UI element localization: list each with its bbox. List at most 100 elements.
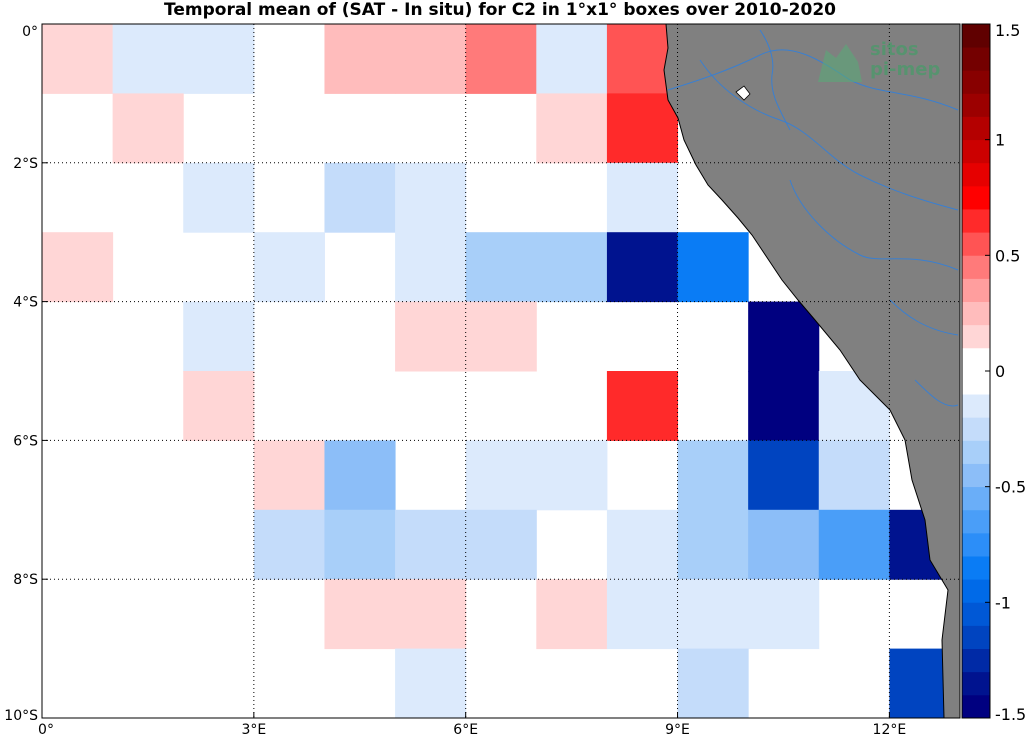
heatmap-cell [324, 162, 396, 233]
heatmap-cell [183, 162, 255, 233]
river [914, 379, 959, 407]
plot-frame [41, 23, 961, 719]
logo-icon [818, 44, 862, 82]
heatmap-cell [253, 509, 325, 580]
colorbar-segment [962, 116, 990, 141]
heatmap-cell [536, 24, 608, 94]
colorbar-segment [962, 255, 990, 279]
colorbar-segment [962, 70, 990, 94]
y-tick-label: 6°S [13, 433, 38, 449]
y-tick-label: 4°S [13, 295, 38, 311]
colorbar-segment [962, 602, 990, 626]
colorbar-tick-label: 0 [995, 362, 1005, 381]
colorbar [961, 23, 991, 719]
colorbar-segment [962, 139, 990, 164]
heatmap-cell [465, 509, 537, 580]
y-tick-label: 10°S [4, 708, 38, 724]
heatmap-cell [324, 509, 396, 580]
heatmap-cell [183, 371, 255, 441]
river [789, 179, 959, 271]
heatmap-cell [395, 301, 467, 372]
heatmap-cell [395, 648, 467, 718]
heatmap-cell [677, 440, 749, 511]
colorbar-segment [962, 347, 990, 372]
heatmap-cell [395, 509, 467, 580]
heatmap-cell [395, 579, 467, 650]
x-tick-label: 9°E [665, 722, 690, 738]
river [699, 59, 959, 211]
x-tick-label: 0° [38, 722, 54, 738]
colorbar-tick-label: -1 [995, 593, 1011, 612]
colorbar-segment [962, 486, 990, 511]
lake [735, 85, 751, 101]
heatmap-cell [324, 24, 396, 94]
colorbar-segment [962, 417, 990, 441]
heatmap-cell [677, 648, 749, 718]
colorbar-segment [962, 371, 990, 395]
heatmap-cell [606, 232, 679, 303]
logo-text-line1: sitos [870, 39, 919, 60]
colorbar-tick-label: 0.5 [995, 246, 1020, 265]
colorbar-segment [962, 532, 990, 557]
colorbar-segment [962, 324, 990, 349]
heatmap-cell [42, 232, 114, 303]
longitude-ticks: 0° 3°E 6°E 9°E 12°E [38, 712, 906, 738]
heatmap-cell [606, 371, 679, 441]
land-layer [663, 24, 960, 718]
x-tick-label: 12°E [873, 722, 907, 738]
colorbar-ticks: 1.5 1 0.5 0 -0.5 -1 -1.5 [985, 21, 1026, 724]
heatmap-cell [395, 232, 467, 303]
land-mass [663, 24, 960, 718]
colorbar-segment [962, 301, 990, 326]
heatmap-cell [253, 232, 325, 303]
heatmap-cell [465, 232, 537, 303]
colorbar-tick-label: 1.5 [995, 21, 1020, 40]
heatmap-cell [465, 440, 537, 511]
colorbar-segment [962, 185, 990, 210]
colorbar-tick-label: 1 [995, 131, 1005, 150]
heatmap-cell [183, 301, 255, 372]
colorbar-segment [962, 394, 990, 418]
colorbar-segment [962, 162, 990, 187]
colorbar-segment [962, 694, 990, 719]
colorbar-segment [962, 556, 990, 580]
y-tick-label: 0° [22, 24, 38, 40]
map-title: Temporal mean of (SAT - In situ) for C2 … [164, 0, 836, 20]
heatmap-cell [395, 24, 467, 94]
logo-watermark: sitos pi-mep [818, 39, 940, 82]
heatmap-cell [465, 24, 537, 94]
colorbar-segment [962, 625, 990, 649]
heatmap-cell [606, 509, 679, 580]
heatmap-cell [253, 440, 325, 511]
heatmap-cell [395, 162, 467, 233]
colorbar-segment [962, 509, 990, 534]
heatmap-cell [324, 579, 396, 650]
colorbar-segment [962, 93, 990, 117]
heatmap-cell [748, 440, 820, 511]
colorbar-tick-label: -1.5 [995, 705, 1026, 724]
heatmap-cell [536, 440, 608, 511]
heatmap-cell [818, 509, 890, 580]
heatmap-cell [677, 579, 749, 650]
heatmap-cell [818, 440, 890, 511]
heatmap-cell [465, 301, 537, 372]
graticule [42, 24, 960, 718]
heatmap-cell [536, 93, 608, 164]
heatmap-cell [677, 232, 749, 303]
colorbar-segment [962, 24, 990, 48]
heatmap-cell [748, 301, 820, 372]
colorbar-segment [962, 579, 990, 603]
colorbar-segment [962, 440, 990, 464]
heatmap-cell [677, 509, 749, 580]
heatmap-cell [112, 93, 184, 164]
river [667, 49, 959, 111]
heatmap-cell [42, 24, 114, 94]
heatmap-cell [324, 440, 396, 511]
colorbar-segment [962, 278, 990, 302]
river [759, 29, 791, 131]
heatmap-cell [606, 579, 679, 650]
heatmap-cell [536, 232, 608, 303]
latitude-ticks: 0° 2°S 4°S 6°S 8°S 10°S [4, 23, 48, 724]
logo-text-line2: pi-mep [870, 59, 940, 80]
heatmap-cell [748, 579, 820, 650]
